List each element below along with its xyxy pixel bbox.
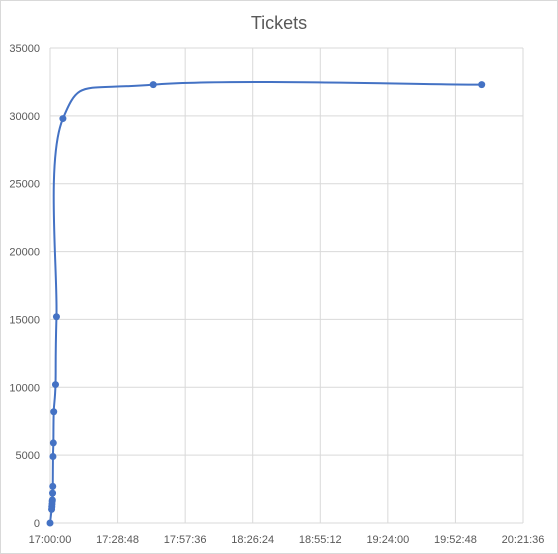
series-points [46, 81, 486, 527]
data-point [59, 115, 67, 123]
x-tick-label: 18:26:24 [231, 534, 274, 546]
chart-title: Tickets [251, 13, 307, 33]
y-tick-label: 10000 [9, 382, 40, 394]
y-tick-label: 15000 [9, 314, 40, 326]
y-tick-label: 35000 [9, 43, 40, 55]
y-tick-label: 30000 [9, 111, 40, 123]
x-tick-label: 18:55:12 [299, 534, 342, 546]
data-point [46, 519, 54, 527]
x-tick-label: 17:28:48 [96, 534, 139, 546]
data-point [49, 482, 57, 490]
series-line [49, 81, 482, 524]
data-point [49, 439, 57, 447]
data-point [51, 381, 59, 389]
data-point [478, 81, 486, 89]
y-axis-tick-labels: 0 5000 10000 15000 20000 25000 30000 35000 [9, 43, 40, 530]
y-tick-label: 20000 [9, 247, 40, 259]
data-point [49, 453, 57, 460]
data-point [49, 489, 57, 497]
data-point [48, 496, 56, 504]
x-tick-label: 19:24:00 [366, 534, 409, 546]
y-tick-label: 5000 [16, 450, 40, 462]
x-tick-label: 19:52:48 [434, 534, 477, 546]
x-tick-label: 20:21:36 [502, 534, 545, 546]
data-point [52, 313, 60, 321]
x-tick-label: 17:00:00 [29, 534, 72, 546]
x-gridlines [49, 48, 524, 523]
data-point [50, 408, 58, 416]
y-tick-label: 0 [34, 518, 40, 530]
y-gridlines [50, 47, 523, 524]
x-tick-label: 17:57:36 [164, 534, 207, 546]
x-axis-tick-labels: 17:00:00 17:28:48 17:57:36 18:26:24 18:55:12… [29, 534, 545, 546]
data-point [149, 81, 157, 89]
y-tick-label: 25000 [9, 179, 40, 191]
